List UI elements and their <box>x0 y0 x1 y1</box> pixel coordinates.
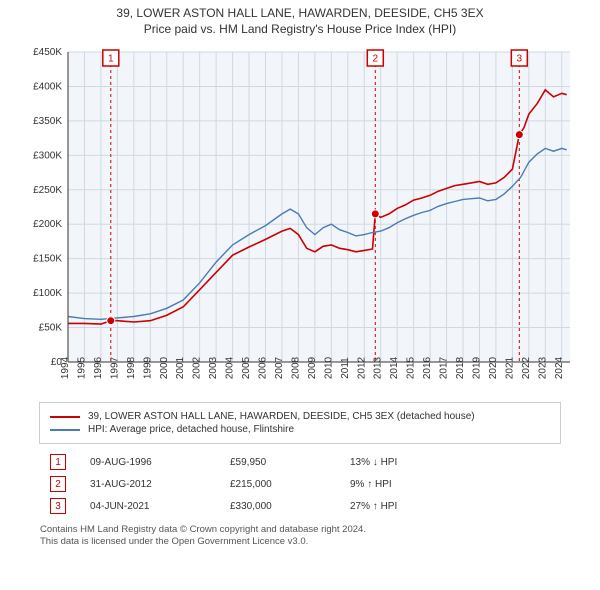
svg-text:2022: 2022 <box>521 356 532 379</box>
svg-text:£50K: £50K <box>39 323 63 334</box>
svg-text:£300K: £300K <box>33 150 62 161</box>
svg-text:2008: 2008 <box>290 356 301 379</box>
svg-text:2020: 2020 <box>488 356 499 379</box>
legend: 39, LOWER ASTON HALL LANE, HAWARDEN, DEE… <box>39 402 561 444</box>
footer-line: This data is licensed under the Open Gov… <box>40 536 560 548</box>
svg-text:£450K: £450K <box>33 47 62 58</box>
price-chart: £0£50K£100K£150K£200K£250K£300K£350K£400… <box>20 44 580 394</box>
svg-text:£100K: £100K <box>33 288 62 299</box>
title-address: 39, LOWER ASTON HALL LANE, HAWARDEN, DEE… <box>0 6 600 20</box>
svg-text:2009: 2009 <box>307 356 318 379</box>
svg-text:2001: 2001 <box>175 356 186 379</box>
sales-row: 3 04-JUN-2021 £330,000 27% ↑ HPI <box>50 498 550 514</box>
svg-text:£400K: £400K <box>33 81 62 92</box>
sales-row: 1 09-AUG-1996 £59,950 13% ↓ HPI <box>50 454 550 470</box>
sale-marker-icon: 2 <box>50 476 66 492</box>
legend-swatch <box>50 416 80 418</box>
svg-text:2011: 2011 <box>340 357 351 379</box>
svg-text:2012: 2012 <box>356 356 367 379</box>
sales-row: 2 31-AUG-2012 £215,000 9% ↑ HPI <box>50 476 550 492</box>
sale-date: 31-AUG-2012 <box>90 479 230 490</box>
chart-title-block: 39, LOWER ASTON HALL LANE, HAWARDEN, DEE… <box>0 0 600 40</box>
legend-item-property: 39, LOWER ASTON HALL LANE, HAWARDEN, DEE… <box>50 411 550 422</box>
legend-label: HPI: Average price, detached house, Flin… <box>88 424 294 435</box>
sale-price: £215,000 <box>230 479 350 490</box>
svg-text:2024: 2024 <box>554 356 565 379</box>
svg-text:2016: 2016 <box>422 356 433 379</box>
sale-marker-icon: 1 <box>50 454 66 470</box>
sale-marker-icon: 3 <box>50 498 66 514</box>
sales-table: 1 09-AUG-1996 £59,950 13% ↓ HPI 2 31-AUG… <box>50 454 550 514</box>
svg-text:1994: 1994 <box>60 356 71 379</box>
svg-text:2007: 2007 <box>274 356 285 379</box>
sale-pct: 9% ↑ HPI <box>350 479 460 490</box>
svg-text:2002: 2002 <box>192 356 203 379</box>
svg-text:1995: 1995 <box>76 356 87 379</box>
legend-label: 39, LOWER ASTON HALL LANE, HAWARDEN, DEE… <box>88 411 475 422</box>
footer-line: Contains HM Land Registry data © Crown c… <box>40 524 560 536</box>
svg-text:2004: 2004 <box>225 356 236 379</box>
svg-text:£200K: £200K <box>33 219 62 230</box>
svg-text:£150K: £150K <box>33 254 62 265</box>
svg-text:2: 2 <box>373 54 379 65</box>
svg-text:1: 1 <box>108 54 114 65</box>
svg-text:2005: 2005 <box>241 356 252 379</box>
svg-text:1996: 1996 <box>93 356 104 379</box>
svg-text:1999: 1999 <box>142 356 153 379</box>
svg-text:2023: 2023 <box>537 356 548 379</box>
svg-text:2000: 2000 <box>159 356 170 379</box>
svg-text:2003: 2003 <box>208 356 219 379</box>
svg-text:2013: 2013 <box>373 356 384 379</box>
svg-text:£250K: £250K <box>33 185 62 196</box>
sale-date: 04-JUN-2021 <box>90 501 230 512</box>
svg-text:3: 3 <box>517 54 523 65</box>
svg-text:1998: 1998 <box>126 356 137 379</box>
sale-pct: 13% ↓ HPI <box>350 457 460 468</box>
svg-text:2006: 2006 <box>258 356 269 379</box>
svg-text:2015: 2015 <box>406 356 417 379</box>
svg-text:2017: 2017 <box>439 356 450 379</box>
legend-item-hpi: HPI: Average price, detached house, Flin… <box>50 424 550 435</box>
sale-pct: 27% ↑ HPI <box>350 501 460 512</box>
svg-text:2021: 2021 <box>504 356 515 379</box>
sale-price: £330,000 <box>230 501 350 512</box>
title-subtitle: Price paid vs. HM Land Registry's House … <box>0 22 600 36</box>
svg-text:2010: 2010 <box>323 356 334 379</box>
svg-text:2019: 2019 <box>471 356 482 379</box>
sale-price: £59,950 <box>230 457 350 468</box>
svg-text:2014: 2014 <box>389 356 400 379</box>
svg-text:£350K: £350K <box>33 116 62 127</box>
svg-text:2018: 2018 <box>455 356 466 379</box>
attribution-footer: Contains HM Land Registry data © Crown c… <box>40 524 560 549</box>
legend-swatch <box>50 429 80 431</box>
sale-date: 09-AUG-1996 <box>90 457 230 468</box>
